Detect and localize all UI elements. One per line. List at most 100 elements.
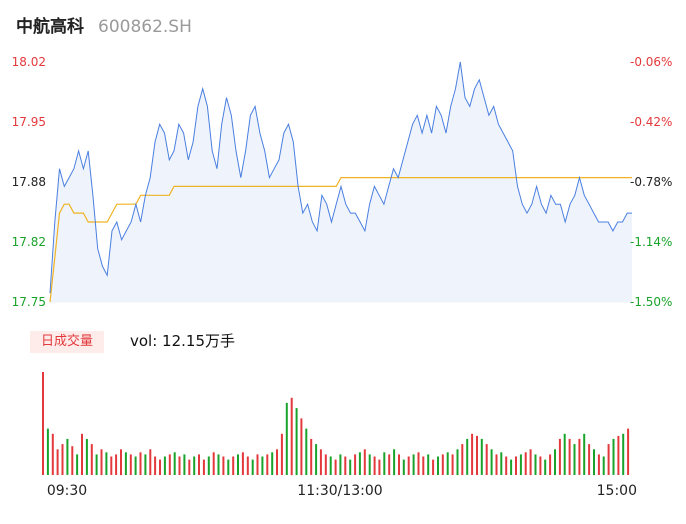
volume-bar [573, 444, 576, 475]
volume-bar [305, 428, 308, 475]
volume-bar [310, 438, 313, 475]
volume-bar [46, 428, 49, 475]
volume-bar [451, 454, 454, 475]
volume-bar [407, 456, 410, 475]
volume-bar [485, 444, 488, 475]
volume-bar [300, 418, 303, 476]
volume-bar [198, 454, 200, 475]
percent-axis-labels: -0.06% -0.42% -0.78% -1.14% -1.50% [630, 55, 672, 309]
volume-bar [427, 454, 430, 475]
volume-bar [480, 438, 483, 475]
percent-tick-label: -0.78% [630, 175, 672, 189]
volume-bar [212, 452, 215, 475]
price-tick-label: 17.82 [12, 235, 46, 249]
volume-bar [85, 438, 88, 475]
volume-bar [402, 459, 405, 475]
volume-bar [134, 456, 137, 475]
volume-bar [519, 454, 522, 475]
price-tick-label: 18.02 [12, 55, 46, 69]
percent-tick-label: -0.42% [630, 115, 672, 129]
time-axis-labels: 09:30 11:30/13:00 15:00 [47, 483, 637, 499]
volume-bar [110, 456, 113, 475]
volume-bar [563, 433, 566, 475]
volume-bar [168, 454, 171, 475]
volume-bar [183, 454, 186, 475]
percent-tick-label: -0.06% [630, 55, 672, 69]
volume-bar [339, 454, 342, 475]
volume-bar [290, 397, 293, 476]
volume-bar [42, 372, 44, 475]
volume-bar [276, 449, 278, 476]
volume-bar [280, 433, 283, 475]
volume-bar [558, 438, 561, 475]
volume-bar [61, 444, 64, 475]
volume-bar [241, 452, 244, 475]
volume-bar [617, 435, 620, 475]
volume-bar [163, 456, 166, 475]
time-tick-label: 15:00 [597, 483, 637, 499]
volume-bar [124, 452, 127, 475]
volume-bar [188, 459, 191, 475]
volume-bar [388, 454, 391, 475]
volume-bar [500, 452, 503, 475]
volume-bar [437, 456, 439, 475]
volume-bar [461, 444, 464, 475]
percent-tick-label: -1.14% [630, 235, 672, 249]
volume-bar [368, 454, 371, 475]
volume-bar [456, 449, 459, 476]
volume-bar [354, 454, 357, 475]
volume-bar [471, 433, 474, 475]
volume-bar [285, 402, 288, 475]
volume-bar [627, 428, 630, 475]
volume-bar [417, 452, 420, 475]
volume-tag: 日成交量 [30, 331, 105, 353]
volume-bar [358, 452, 361, 475]
volume-bar [432, 459, 435, 475]
volume-bar [100, 449, 103, 476]
volume-bar [529, 449, 532, 476]
volume-bar [544, 459, 547, 475]
volume-bar [363, 449, 366, 476]
volume-bar [144, 454, 147, 475]
volume-bar [490, 449, 493, 476]
volume-bar [568, 438, 571, 475]
price-area [50, 62, 632, 302]
volume-bar [154, 456, 157, 475]
volume-bar [344, 456, 347, 475]
volume-bar [139, 452, 142, 475]
volume-bar [324, 454, 327, 475]
volume-bar [466, 438, 469, 475]
volume-bar [315, 444, 318, 475]
volume-bar [51, 433, 54, 475]
volume-bar [81, 433, 83, 475]
volume-bar [129, 454, 132, 475]
volume-bar [246, 456, 249, 475]
volume-bar [319, 449, 322, 476]
volume-bars [42, 372, 630, 476]
volume-bar [578, 438, 581, 475]
volume-bar [583, 433, 586, 475]
volume-bar [202, 459, 205, 475]
volume-bar [373, 456, 376, 475]
volume-bar [173, 452, 176, 475]
volume-bar [329, 456, 332, 475]
volume-bar [612, 438, 615, 475]
volume-bar [588, 444, 591, 475]
volume-bar [422, 456, 425, 475]
volume-bar [539, 456, 542, 475]
volume-bar [232, 456, 235, 475]
volume-bar [115, 454, 118, 475]
volume-bar [193, 456, 196, 475]
volume-bar [76, 454, 79, 475]
time-tick-label: 09:30 [47, 483, 87, 499]
volume-bar [412, 454, 415, 475]
volume-bar [71, 446, 74, 475]
volume-bar [441, 454, 444, 475]
volume-bar [66, 438, 69, 475]
volume-bar [495, 454, 498, 475]
price-tick-label: 17.95 [12, 115, 46, 129]
volume-bar [207, 456, 210, 475]
volume-bar [334, 459, 337, 475]
volume-bar [597, 454, 600, 475]
